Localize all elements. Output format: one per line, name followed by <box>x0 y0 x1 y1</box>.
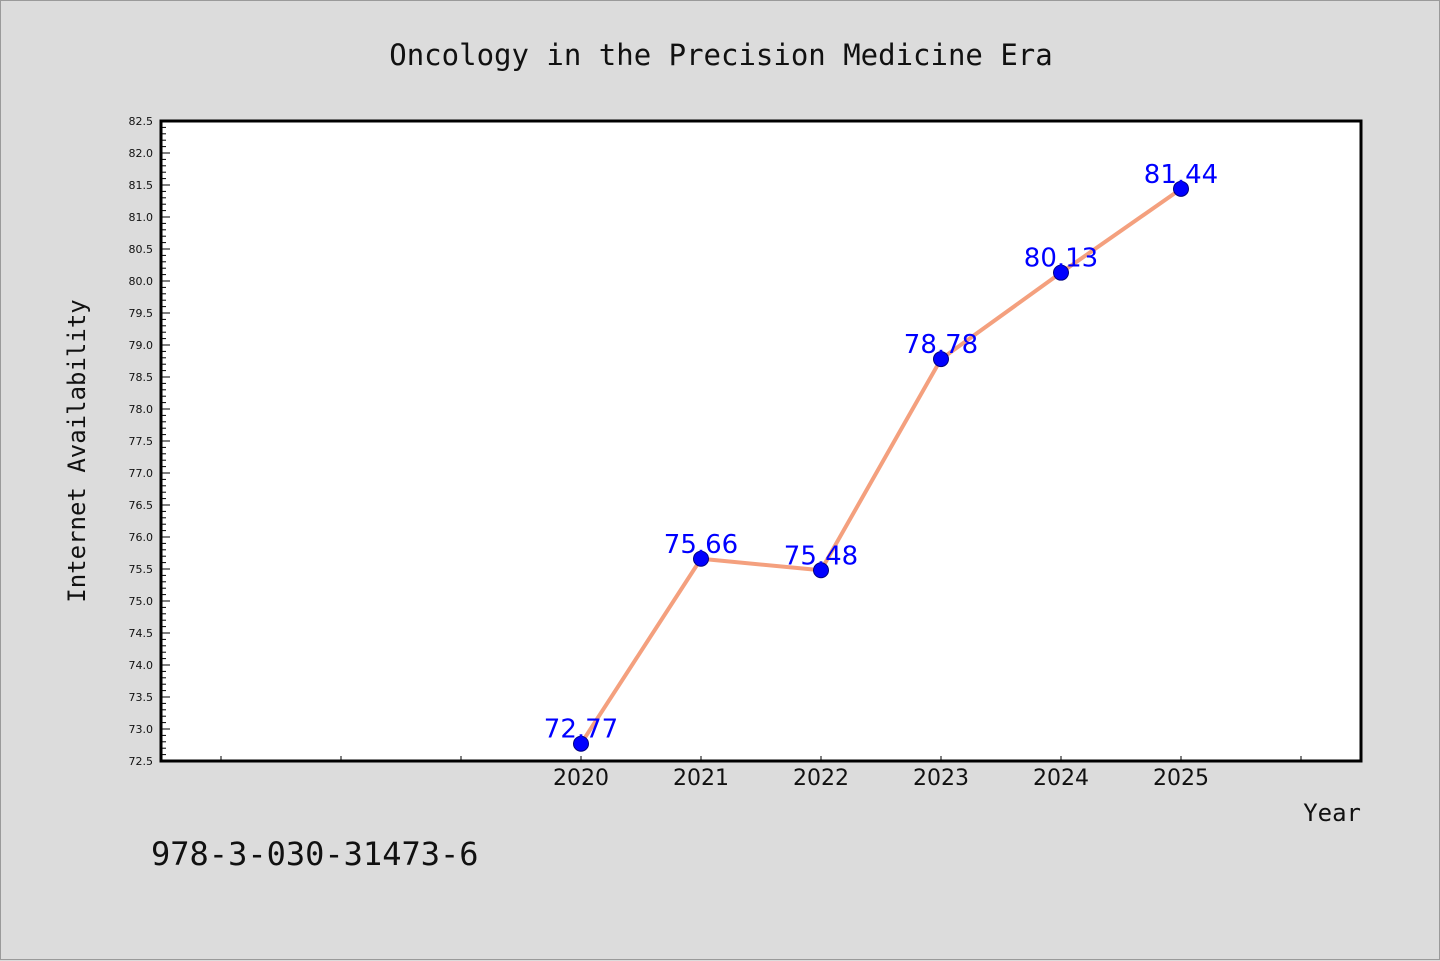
plot-area <box>159 119 1363 763</box>
y-tick-label: 78.0 <box>129 403 154 416</box>
series-line <box>579 187 1183 745</box>
y-tick-label: 75.5 <box>129 563 154 576</box>
y-tick-label: 78.5 <box>129 371 154 384</box>
data-point <box>1053 264 1069 281</box>
data-label: 78.78 <box>904 330 978 360</box>
y-tick-label: 75.0 <box>129 595 154 608</box>
data-point <box>573 735 589 752</box>
x-tick-label: 2025 <box>1153 766 1209 791</box>
data-labels: 72.77 75.66 75.48 78.78 80.13 81.44 <box>544 160 1218 745</box>
data-label: 72.77 <box>544 715 618 745</box>
y-tick-label: 79.0 <box>129 339 154 352</box>
x-axis-tick-labels: 2020 2021 2022 2023 2024 2025 <box>553 766 1209 791</box>
y-tick-label: 74.5 <box>129 627 154 640</box>
data-point <box>933 351 949 368</box>
y-axis-ticks <box>161 120 170 762</box>
y-tick-label: 76.5 <box>129 499 154 512</box>
data-label: 81.44 <box>1144 160 1218 190</box>
y-tick-label: 81.0 <box>129 211 154 224</box>
data-label: 75.66 <box>664 530 738 560</box>
isbn-text: 978-3-030-31473-6 <box>151 835 479 873</box>
chart-title: Oncology in the Precision Medicine Era <box>389 38 1052 72</box>
y-tick-label: 82.5 <box>129 115 154 128</box>
y-tick-label: 73.5 <box>129 691 154 704</box>
x-tick-label: 2021 <box>673 766 729 791</box>
y-tick-label: 81.5 <box>129 179 154 192</box>
y-tick-label: 74.0 <box>129 659 154 672</box>
y-tick-label: 77.0 <box>129 467 154 480</box>
x-axis-label: Year <box>1303 799 1361 827</box>
y-axis-tick-labels: 72.5 73.0 73.5 74.0 74.5 75.0 75.5 76.0 76.5 77.0… <box>129 115 154 768</box>
x-tick-label: 2023 <box>913 766 969 791</box>
y-tick-label: 80.5 <box>129 243 154 256</box>
y-tick-label: 77.5 <box>129 435 154 448</box>
y-tick-label: 73.0 <box>129 723 154 736</box>
x-tick-label: 2020 <box>553 766 609 791</box>
y-tick-label: 79.5 <box>129 307 154 320</box>
data-point <box>693 550 709 567</box>
data-label: 80.13 <box>1024 244 1098 274</box>
data-point <box>1173 180 1189 197</box>
y-tick-label: 76.0 <box>129 531 154 544</box>
y-tick-label: 80.0 <box>129 275 154 288</box>
data-point <box>813 562 829 579</box>
x-tick-label: 2024 <box>1033 766 1089 791</box>
x-axis-ticks <box>220 756 1302 761</box>
y-tick-label: 72.5 <box>129 755 154 768</box>
data-label: 75.48 <box>784 541 858 571</box>
y-tick-label: 82.0 <box>129 147 154 160</box>
x-tick-label: 2022 <box>793 766 849 791</box>
series-markers <box>573 180 1189 752</box>
y-axis-label: Internet Availability <box>63 299 91 602</box>
